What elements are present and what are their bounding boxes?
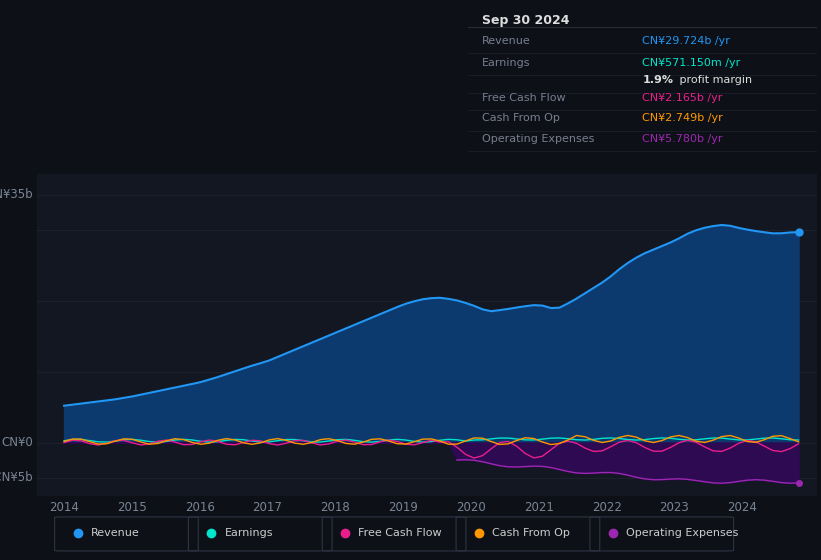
Text: CN¥29.724b /yr: CN¥29.724b /yr [642, 36, 731, 46]
Text: Cash From Op: Cash From Op [493, 529, 570, 538]
Text: Cash From Op: Cash From Op [482, 114, 560, 123]
Text: CN¥2.749b /yr: CN¥2.749b /yr [642, 114, 723, 123]
Text: CN¥2.165b /yr: CN¥2.165b /yr [642, 93, 722, 103]
Text: Operating Expenses: Operating Expenses [482, 134, 594, 144]
Text: Earnings: Earnings [224, 529, 273, 538]
Text: 1.9%: 1.9% [642, 76, 673, 86]
Text: Earnings: Earnings [482, 58, 530, 68]
Text: Revenue: Revenue [90, 529, 140, 538]
Text: CN¥35b: CN¥35b [0, 188, 33, 202]
Text: CN¥0: CN¥0 [2, 436, 33, 449]
Text: Operating Expenses: Operating Expenses [626, 529, 738, 538]
Text: Revenue: Revenue [482, 36, 530, 46]
Text: CN¥5.780b /yr: CN¥5.780b /yr [642, 134, 723, 144]
Text: Free Cash Flow: Free Cash Flow [482, 93, 566, 103]
Text: Sep 30 2024: Sep 30 2024 [482, 15, 570, 27]
Text: -CN¥5b: -CN¥5b [0, 472, 33, 484]
Text: Free Cash Flow: Free Cash Flow [358, 529, 442, 538]
Text: profit margin: profit margin [676, 76, 752, 86]
Text: CN¥571.150m /yr: CN¥571.150m /yr [642, 58, 741, 68]
